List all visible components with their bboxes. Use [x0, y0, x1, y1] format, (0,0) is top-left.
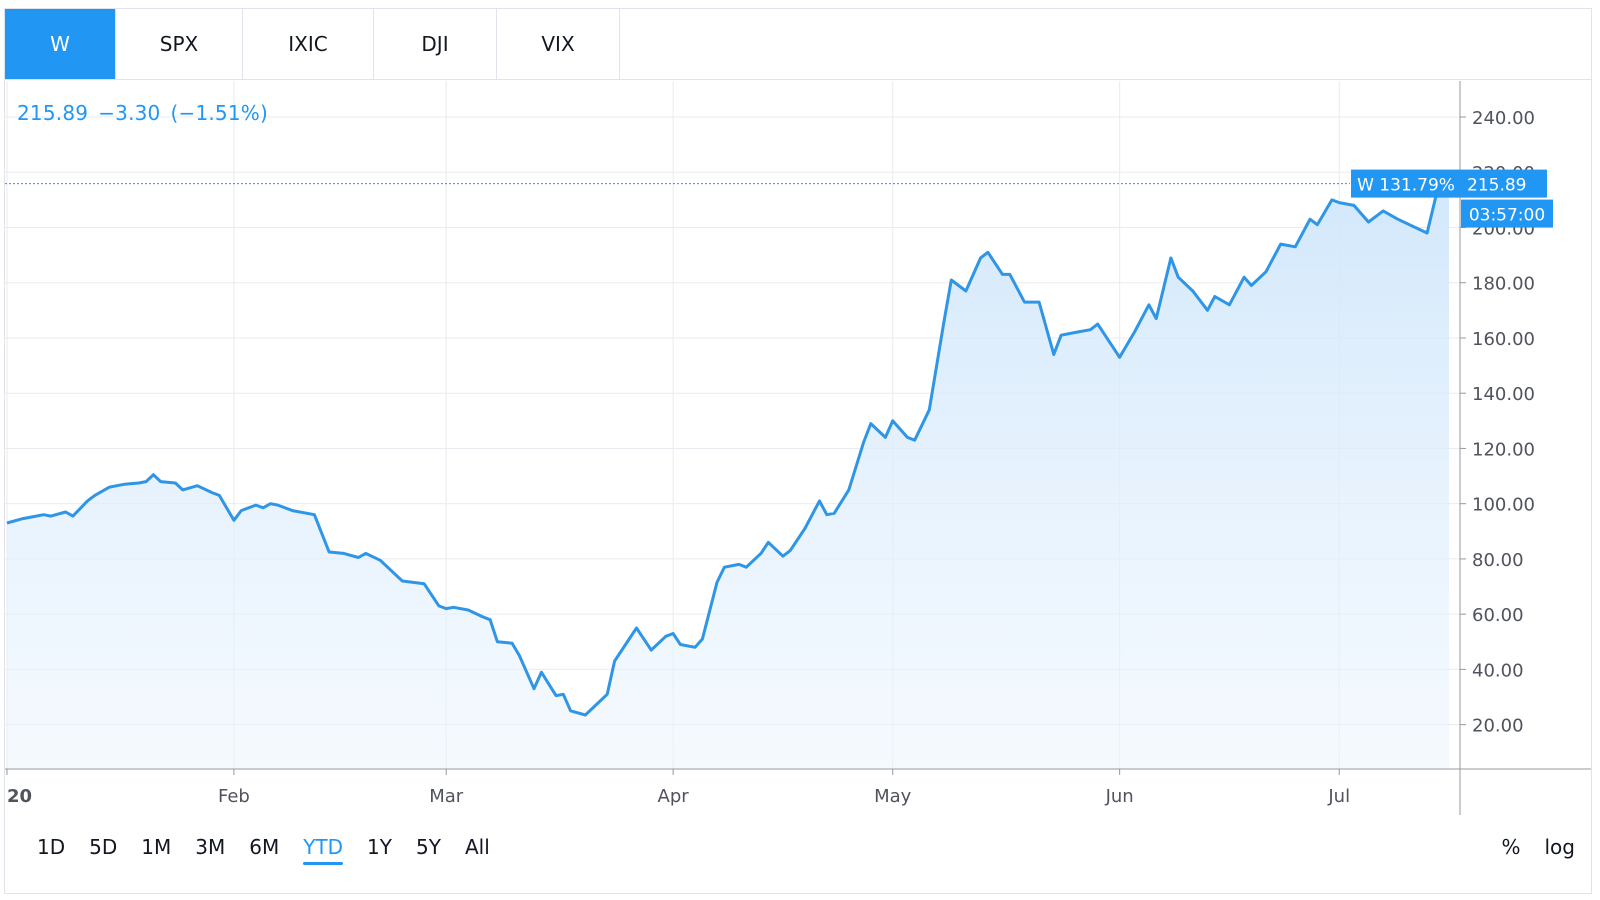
last-price-label: 215.89	[1467, 176, 1526, 196]
range-selector: 1D 5D 1M 3M 6M YTD 1Y 5Y All	[25, 827, 502, 867]
range-all[interactable]: All	[464, 835, 490, 859]
x-tick-label: Jun	[1105, 786, 1134, 807]
quote-price: 215.89	[17, 101, 89, 125]
tab-vix[interactable]: VIX	[497, 9, 620, 79]
quote-change-pct: (−1.51%)	[170, 101, 268, 125]
x-tick-label: May	[874, 786, 912, 807]
tab-w[interactable]: W	[5, 9, 116, 79]
range-ytd[interactable]: YTD	[291, 827, 355, 867]
series-value-badge	[1351, 169, 1461, 198]
range-5d[interactable]: 5D	[89, 835, 118, 859]
tab-dji[interactable]: DJI	[374, 9, 497, 79]
y-tick-label: 120.00	[1472, 439, 1535, 460]
y-tick-label: 160.00	[1472, 329, 1535, 350]
y-tick-label: 100.00	[1472, 495, 1535, 516]
last-price-badge	[1461, 169, 1547, 198]
x-tick-label: 20	[7, 786, 32, 807]
y-tick-label: 240.00	[1472, 108, 1535, 129]
price-chart[interactable]: 20.00 40.00 60.00 80.00 100.00 120.00 140.00 16…	[5, 9, 1591, 817]
x-tick-label: Jul	[1327, 786, 1350, 807]
x-tick-label: Mar	[429, 786, 464, 807]
percent-scale-toggle[interactable]: %	[1501, 835, 1521, 859]
range-1d[interactable]: 1D	[37, 835, 66, 859]
range-3m[interactable]: 3M	[195, 835, 226, 859]
time-label: 03:57:00	[1469, 206, 1545, 226]
y-tick-label: 80.00	[1472, 550, 1524, 571]
range-5y[interactable]: 5Y	[416, 835, 441, 859]
y-tick-label: 180.00	[1472, 274, 1535, 295]
tab-spx[interactable]: SPX	[116, 9, 243, 79]
range-1y[interactable]: 1Y	[367, 835, 392, 859]
series-line	[6, 170, 1451, 717]
y-tick-label: 140.00	[1472, 384, 1535, 405]
range-1m[interactable]: 1M	[141, 835, 172, 859]
tab-ixic[interactable]: IXIC	[243, 9, 374, 79]
log-scale-toggle[interactable]: log	[1544, 835, 1576, 859]
quote-change: −3.30	[98, 101, 161, 125]
y-tick-label: 20.00	[1472, 716, 1524, 737]
y-tick-label: 60.00	[1472, 605, 1524, 626]
series-area	[7, 172, 1449, 769]
x-tick-label: Apr	[658, 786, 690, 807]
range-6m[interactable]: 6M	[249, 835, 280, 859]
series-value-label: W 131.79%	[1357, 176, 1455, 196]
chart-widget: W SPX IXIC DJI VIX 20.00 40.00 60.00 80.00 100.0…	[4, 8, 1592, 894]
y-tick-label: 40.00	[1472, 660, 1524, 681]
quote-readout: 215.89 −3.30 (−1.51%)	[17, 101, 268, 125]
x-tick-label: Feb	[218, 786, 250, 807]
time-badge	[1461, 199, 1553, 228]
bottom-toolbar: 1D 5D 1M 3M 6M YTD 1Y 5Y All % log	[5, 817, 1591, 877]
scale-toggles: % log	[1501, 835, 1575, 859]
symbol-tabs: W SPX IXIC DJI VIX	[5, 9, 1591, 80]
